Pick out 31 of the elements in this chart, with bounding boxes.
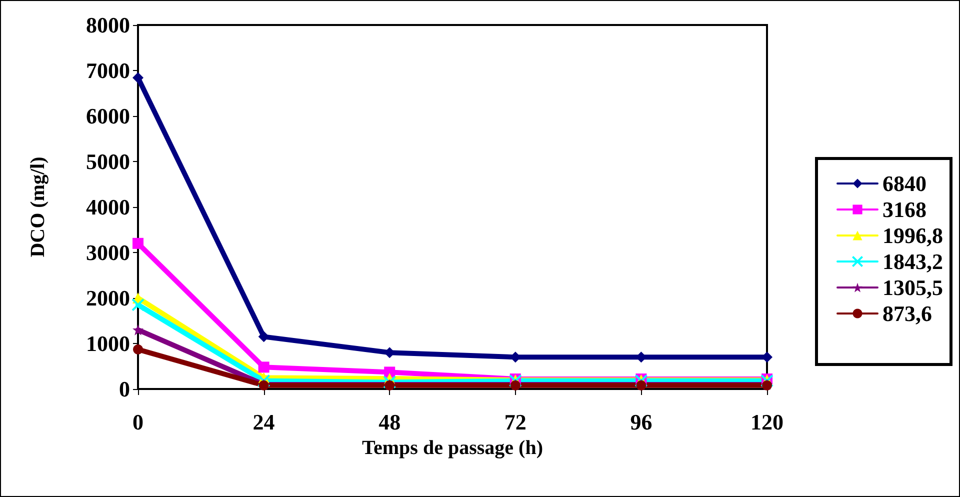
x-axis-title: Temps de passage (h) [362,436,543,459]
x-tick-label: 72 [504,410,526,434]
legend-label: 1843,2 [882,249,943,274]
point [383,376,396,389]
legend-label: 873,6 [882,301,932,326]
y-tick-label: 1000 [86,331,130,356]
y-tick-label: 5000 [86,149,130,174]
y-tick-label: 7000 [86,58,130,83]
legend-label: 3168 [882,197,926,222]
point [257,374,270,388]
x-tick-label: 120 [750,410,784,434]
point [132,72,144,84]
point [132,238,144,249]
x-tick-label: 48 [378,410,401,434]
point [258,331,270,342]
y-tick-label: 4000 [86,194,130,220]
y-tick-label: 3000 [86,240,130,265]
y-tick-label: 0 [119,376,130,402]
y-tick-label: 8000 [86,12,130,38]
legend-label: 1305,5 [882,275,943,300]
point [132,324,144,336]
point [258,362,270,373]
y-axis-title: DCO (mg/l) [27,156,49,258]
x-tick-label: 24 [252,410,275,434]
y-tick-label: 2000 [86,286,130,310]
point [133,344,143,354]
legend-label: 6840 [882,171,926,196]
x-tick-label: 96 [630,410,652,434]
y-tick-label: 6000 [86,104,130,128]
legend-label: 1996,8 [882,223,943,248]
point [132,298,144,312]
